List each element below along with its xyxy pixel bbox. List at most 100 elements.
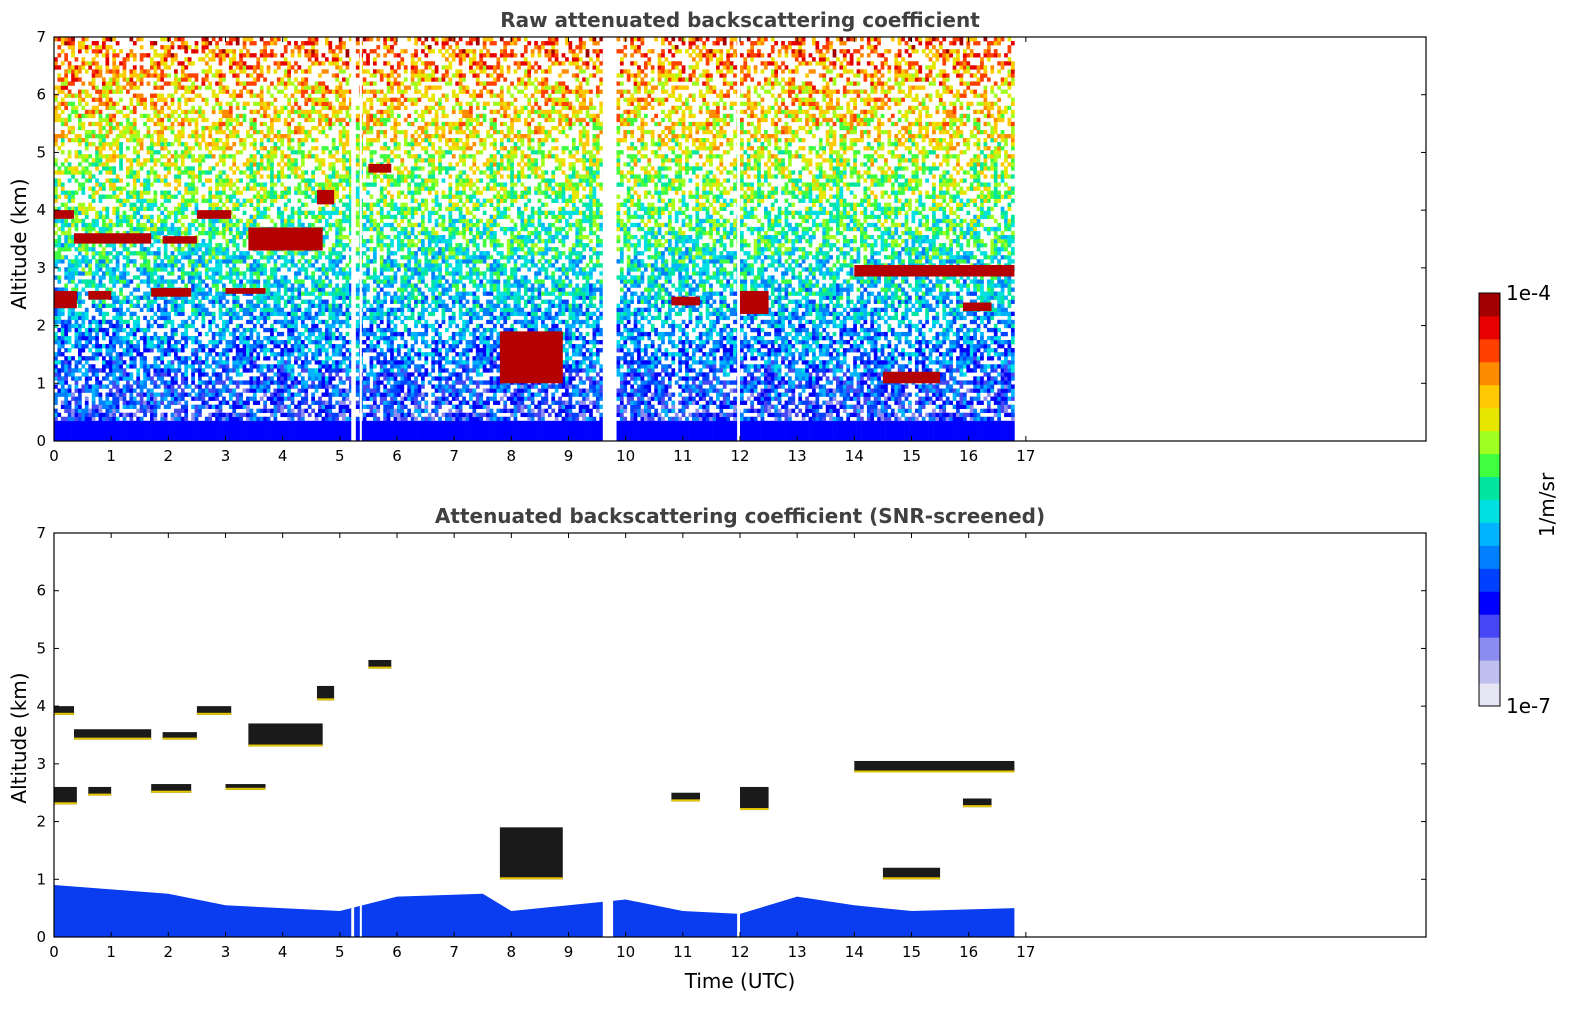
heatmap-cell (112, 90, 116, 94)
heatmap-cell (116, 388, 120, 392)
heatmap-cell (88, 186, 92, 190)
heatmap-cell (78, 417, 82, 421)
heatmap-cell (126, 219, 130, 223)
heatmap-cell (95, 384, 99, 388)
heatmap-cell (57, 178, 61, 182)
heatmap-cell (123, 106, 127, 110)
heatmap-cell (57, 336, 61, 340)
heatmap-cell (78, 247, 82, 251)
heatmap-cell (112, 393, 116, 397)
heatmap-cell (147, 425, 151, 429)
heatmap-cell (109, 421, 113, 425)
heatmap-cell (105, 401, 109, 405)
heatmap-cell (123, 263, 127, 267)
heatmap-cell (102, 154, 106, 158)
heatmap-cell (81, 227, 85, 231)
heatmap-cell (153, 235, 157, 239)
heatmap-cell (64, 57, 68, 61)
heatmap-cell (105, 267, 109, 271)
heatmap-cell (64, 393, 68, 397)
heatmap-cell (81, 372, 85, 376)
heatmap-cell (112, 191, 116, 195)
heatmap-cell (147, 344, 151, 348)
heatmap-cell (78, 211, 82, 215)
heatmap-cell (153, 429, 157, 433)
heatmap-cell (64, 53, 68, 57)
heatmap-cell (81, 182, 85, 186)
heatmap-cell (105, 312, 109, 316)
heatmap-cell (153, 162, 157, 166)
heatmap-cell (109, 368, 113, 372)
heatmap-cell (147, 372, 151, 376)
heatmap-cell (129, 203, 133, 207)
heatmap-cell (92, 384, 96, 388)
heatmap-cell (150, 199, 154, 203)
heatmap-cell (119, 61, 123, 65)
heatmap-cell (78, 77, 82, 81)
heatmap-cell (119, 203, 123, 207)
heatmap-cell (81, 114, 85, 118)
heatmap-cell (78, 114, 82, 118)
heatmap-cell (153, 405, 157, 409)
heatmap-cell (64, 106, 68, 110)
heatmap-cell (102, 336, 106, 340)
heatmap-cell (123, 320, 127, 324)
heatmap-cell (112, 429, 116, 433)
heatmap-cell (147, 207, 151, 211)
heatmap-cell (68, 393, 72, 397)
heatmap-cell (61, 186, 65, 190)
heatmap-cell (99, 199, 103, 203)
heatmap-cell (136, 211, 140, 215)
heatmap-cell (143, 178, 147, 182)
heatmap-cell (68, 235, 72, 239)
heatmap-cell (75, 425, 79, 429)
heatmap-cell (105, 421, 109, 425)
heatmap-cell (78, 259, 82, 263)
heatmap-cell (92, 388, 96, 392)
heatmap-cell (92, 328, 96, 332)
heatmap-cell (147, 81, 151, 85)
heatmap-cell (85, 417, 89, 421)
heatmap-cell (64, 401, 68, 405)
heatmap-cell (109, 356, 113, 360)
heatmap-cell (129, 421, 133, 425)
heatmap-cell (143, 186, 147, 190)
heatmap-cell (75, 336, 79, 340)
heatmap-cell (133, 332, 137, 336)
heatmap-cell (109, 344, 113, 348)
heatmap-cell (57, 166, 61, 170)
heatmap-cell (88, 162, 92, 166)
heatmap-cell (102, 247, 106, 251)
heatmap-cell (136, 376, 140, 380)
heatmap-cell (75, 332, 79, 336)
heatmap-cell (68, 336, 72, 340)
heatmap-cell (68, 340, 72, 344)
heatmap-cell (102, 94, 106, 98)
heatmap-cell (68, 356, 72, 360)
heatmap-cell (102, 401, 106, 405)
heatmap-cell (136, 304, 140, 308)
heatmap-cell (153, 106, 157, 110)
heatmap-cell (119, 429, 123, 433)
heatmap-cell (150, 275, 154, 279)
heatmap-cell (64, 320, 68, 324)
heatmap-cell (116, 122, 120, 126)
heatmap-cell (75, 219, 79, 223)
heatmap-cell (129, 360, 133, 364)
heatmap-cell (126, 263, 130, 267)
heatmap-cell (150, 397, 154, 401)
heatmap-cell (153, 332, 157, 336)
heatmap-cell (109, 348, 113, 352)
heatmap-cell (78, 340, 82, 344)
heatmap-cell (105, 98, 109, 102)
heatmap-cell (81, 247, 85, 251)
heatmap-cell (88, 320, 92, 324)
heatmap-cell (78, 336, 82, 340)
heatmap-cell (64, 166, 68, 170)
heatmap-cell (153, 409, 157, 413)
heatmap-cell (123, 413, 127, 417)
heatmap-cell (109, 69, 113, 73)
heatmap-cell (153, 263, 157, 267)
heatmap-cell (136, 251, 140, 255)
heatmap-cell (71, 267, 75, 271)
